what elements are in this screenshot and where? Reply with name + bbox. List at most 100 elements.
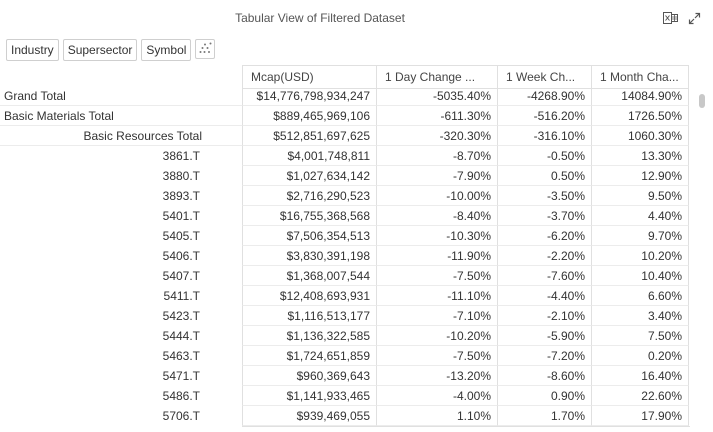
- table-cell: -8.40%: [376, 206, 497, 226]
- excel-icon[interactable]: [662, 10, 678, 26]
- table-row[interactable]: 5405.T $7,506,354,513 -10.30% -6.20% 9.70%: [0, 226, 713, 246]
- table-cell: 17.90%: [591, 406, 689, 426]
- table-cell: -5.90%: [497, 326, 591, 346]
- row-header[interactable]: 5444.T: [162, 329, 200, 343]
- table-cell: -4268.90%: [497, 86, 591, 106]
- table-cell: -320.30%: [376, 126, 497, 146]
- row-header[interactable]: 5463.T: [162, 349, 200, 363]
- table-row[interactable]: 3861.T $4,001,748,811 -8.70% -0.50% 13.30%: [0, 146, 713, 166]
- dimension-pill-supersector[interactable]: Supersector: [62, 39, 138, 61]
- expand-icon[interactable]: [686, 10, 702, 26]
- row-header[interactable]: 5706.T: [162, 409, 200, 423]
- row-header[interactable]: 3861.T: [162, 149, 200, 163]
- row-header[interactable]: Grand Total: [0, 86, 242, 106]
- table-row[interactable]: 5407.T $1,368,007,544 -7.50% -7.60% 10.40%: [0, 266, 713, 286]
- table-cell: $1,724,651,859: [242, 346, 376, 366]
- row-header[interactable]: 5423.T: [162, 309, 200, 323]
- row-header[interactable]: 5407.T: [162, 269, 200, 283]
- hierarchy-icon[interactable]: [195, 39, 216, 59]
- table-row[interactable]: 5444.T $1,136,322,585 -10.20% -5.90% 7.50%: [0, 326, 713, 346]
- column-header-1-day-change[interactable]: 1 Day Change ...: [376, 66, 497, 89]
- table-cell: $1,136,322,585: [242, 326, 376, 346]
- table-cell: $4,001,748,811: [242, 146, 376, 166]
- table-cell: -7.90%: [376, 166, 497, 186]
- table-body: Grand Total $14,776,798,934,247 -5035.40% -…: [0, 86, 713, 426]
- row-header[interactable]: 5405.T: [162, 229, 200, 243]
- table-cell: -6.20%: [497, 226, 591, 246]
- table-cell: $16,755,368,568: [242, 206, 376, 226]
- table-row[interactable]: 3893.T $2,716,290,523 -10.00% -3.50% 9.50%: [0, 186, 713, 206]
- table-cell: 1.10%: [376, 406, 497, 426]
- table-cell: -10.20%: [376, 326, 497, 346]
- row-header[interactable]: 5411.T: [163, 289, 200, 303]
- table-cell: 6.60%: [591, 286, 689, 306]
- row-header[interactable]: 5401.T: [162, 209, 200, 223]
- table-cell: 3.40%: [591, 306, 689, 326]
- table-cell: 9.50%: [591, 186, 689, 206]
- table-cell: -8.60%: [497, 366, 591, 386]
- table-row[interactable]: Grand Total $14,776,798,934,247 -5035.40% -…: [0, 86, 713, 106]
- table-row[interactable]: 5706.T $939,469,055 1.10% 1.70% 17.90%: [0, 406, 713, 426]
- table-cell: -2.10%: [497, 306, 591, 326]
- table-cell: $2,716,290,523: [242, 186, 376, 206]
- table-cell: -4.00%: [376, 386, 497, 406]
- table-cell: $7,506,354,513: [242, 226, 376, 246]
- panel-title: Tabular View of Filtered Dataset: [235, 11, 405, 25]
- table-cell: -10.30%: [376, 226, 497, 246]
- table-cell: 10.40%: [591, 266, 689, 286]
- table-cell: 1726.50%: [591, 106, 689, 126]
- table-row[interactable]: 5411.T $12,408,693,931 -11.10% -4.40% 6.60%: [0, 286, 713, 306]
- table-cell: -7.60%: [497, 266, 591, 286]
- table-cell: $1,116,513,177: [242, 306, 376, 326]
- dimension-pill-symbol[interactable]: Symbol: [141, 39, 192, 61]
- table-cell: -13.20%: [376, 366, 497, 386]
- table-cell: $939,469,055: [242, 406, 376, 426]
- table-cell: 10.20%: [591, 246, 689, 266]
- column-header-1-month-change[interactable]: 1 Month Cha...: [591, 66, 689, 89]
- row-header[interactable]: 3880.T: [162, 169, 200, 183]
- row-header[interactable]: 5486.T: [162, 389, 200, 403]
- row-header[interactable]: Basic Materials Total: [0, 106, 242, 126]
- table-cell: 0.50%: [497, 166, 591, 186]
- table-cell: -7.50%: [376, 346, 497, 366]
- row-header[interactable]: Basic Resources Total: [0, 126, 242, 146]
- column-header-1-week-change[interactable]: 1 Week Ch...: [497, 66, 591, 89]
- table-cell: -3.50%: [497, 186, 591, 206]
- table-row[interactable]: 5486.T $1,141,933,465 -4.00% 0.90% 22.60%: [0, 386, 713, 406]
- table-cell: -3.70%: [497, 206, 591, 226]
- table-row[interactable]: 3880.T $1,027,634,142 -7.90% 0.50% 12.90%: [0, 166, 713, 186]
- dimension-pill-industry[interactable]: Industry: [6, 39, 59, 61]
- scrollbar-thumb[interactable]: [699, 94, 705, 108]
- table-row[interactable]: 5406.T $3,830,391,198 -11.90% -2.20% 10.20%: [0, 246, 713, 266]
- table-cell: 22.60%: [591, 386, 689, 406]
- table-cell: 12.90%: [591, 166, 689, 186]
- table-cell: 13.30%: [591, 146, 689, 166]
- row-header[interactable]: 5471.T: [162, 369, 200, 383]
- table-cell: $1,368,007,544: [242, 266, 376, 286]
- table-cell: -2.20%: [497, 246, 591, 266]
- pivot-table: Mcap(USD) 1 Day Change ... 1 Week Ch... …: [0, 65, 713, 432]
- row-header[interactable]: 3893.T: [162, 189, 200, 203]
- table-cell: $1,141,933,465: [242, 386, 376, 406]
- table-row[interactable]: 5401.T $16,755,368,568 -8.40% -3.70% 4.40%: [0, 206, 713, 226]
- table-row[interactable]: 5471.T $960,369,643 -13.20% -8.60% 16.40%: [0, 366, 713, 386]
- table-row[interactable]: Basic Materials Total $889,465,969,106 -61…: [0, 106, 713, 126]
- table-cell: $960,369,643: [242, 366, 376, 386]
- table-cell: -5035.40%: [376, 86, 497, 106]
- row-header[interactable]: 5406.T: [162, 249, 200, 263]
- table-cell: -0.50%: [497, 146, 591, 166]
- table-cell: 0.90%: [497, 386, 591, 406]
- table-row[interactable]: 5423.T $1,116,513,177 -7.10% -2.10% 3.40%: [0, 306, 713, 326]
- table-cell: -10.00%: [376, 186, 497, 206]
- column-header-mcap[interactable]: Mcap(USD): [242, 66, 376, 89]
- table-row[interactable]: 5463.T $1,724,651,859 -7.50% -7.20% 0.20%: [0, 346, 713, 366]
- table-cell: -611.30%: [376, 106, 497, 126]
- table-cell: -7.10%: [376, 306, 497, 326]
- table-cell: -516.20%: [497, 106, 591, 126]
- table-cell: 1060.30%: [591, 126, 689, 146]
- table-cell: $512,851,697,625: [242, 126, 376, 146]
- vertical-scrollbar[interactable]: [698, 92, 706, 422]
- table-cell: $14,776,798,934,247: [242, 86, 376, 106]
- table-cell: -8.70%: [376, 146, 497, 166]
- table-row[interactable]: Basic Resources Total $512,851,697,625 -32…: [0, 126, 713, 146]
